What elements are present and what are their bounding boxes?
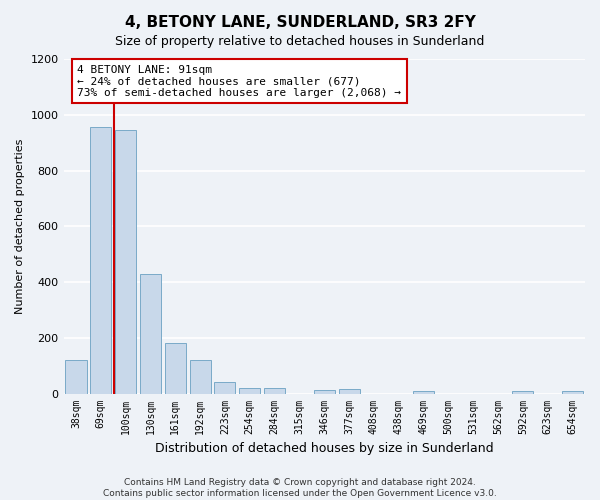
Bar xyxy=(115,130,136,394)
Text: Size of property relative to detached houses in Sunderland: Size of property relative to detached ho… xyxy=(115,35,485,48)
Bar xyxy=(562,391,583,394)
Bar xyxy=(65,360,86,394)
Bar xyxy=(190,360,211,394)
Y-axis label: Number of detached properties: Number of detached properties xyxy=(15,138,25,314)
Bar xyxy=(214,382,235,394)
Text: Contains HM Land Registry data © Crown copyright and database right 2024.
Contai: Contains HM Land Registry data © Crown c… xyxy=(103,478,497,498)
Bar xyxy=(90,128,112,394)
Bar xyxy=(314,390,335,394)
Bar xyxy=(239,388,260,394)
X-axis label: Distribution of detached houses by size in Sunderland: Distribution of detached houses by size … xyxy=(155,442,494,455)
Text: 4, BETONY LANE, SUNDERLAND, SR3 2FY: 4, BETONY LANE, SUNDERLAND, SR3 2FY xyxy=(125,15,475,30)
Bar xyxy=(140,274,161,394)
Bar xyxy=(165,343,186,394)
Bar xyxy=(413,391,434,394)
Bar xyxy=(338,389,359,394)
Bar xyxy=(512,391,533,394)
Text: 4 BETONY LANE: 91sqm
← 24% of detached houses are smaller (677)
73% of semi-deta: 4 BETONY LANE: 91sqm ← 24% of detached h… xyxy=(77,64,401,98)
Bar xyxy=(264,388,285,394)
